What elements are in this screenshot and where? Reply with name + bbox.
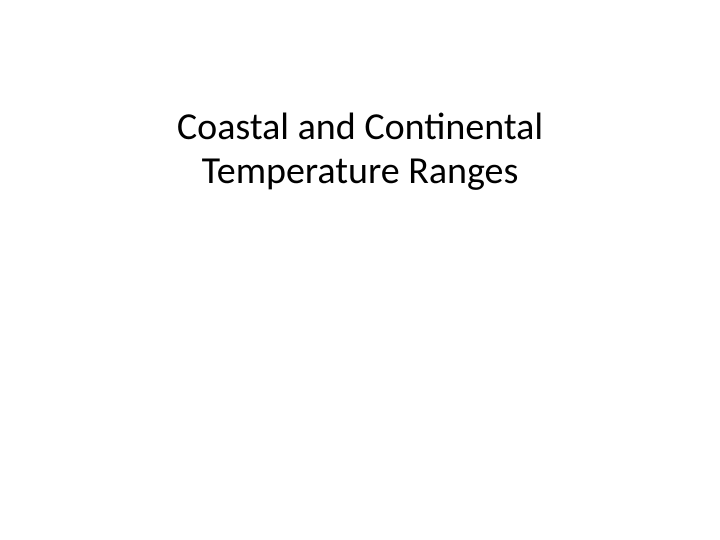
- slide-container: Coastal and Continental Temperature Rang…: [0, 0, 720, 540]
- title-line-1: Coastal and Continental: [177, 104, 543, 150]
- title-line-2: Temperature Ranges: [202, 148, 519, 194]
- slide-title: Coastal and Continental Temperature Rang…: [0, 106, 720, 193]
